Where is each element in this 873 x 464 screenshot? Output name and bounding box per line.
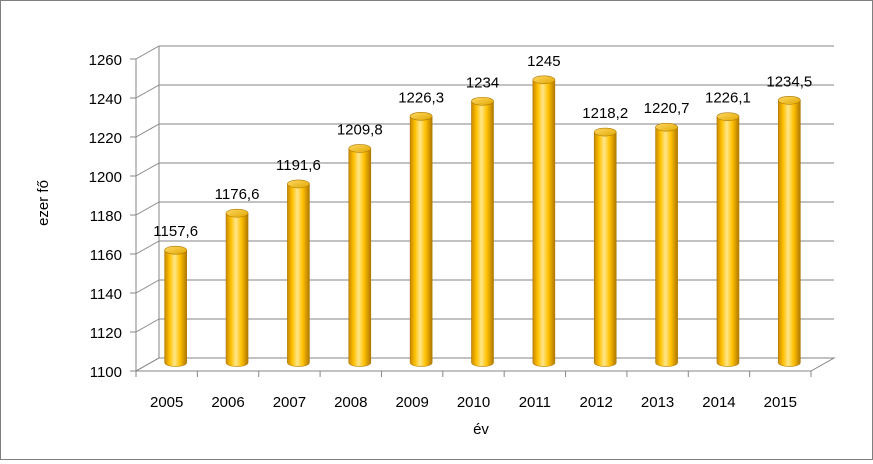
x-tick-label: 2010 — [457, 394, 490, 411]
gridline-side — [135, 240, 160, 255]
data-label: 1191,6 — [276, 157, 321, 174]
axis-layer: 1100 1120 1140 1160 1180 1200 1220 1240 1260 2005… — [89, 52, 812, 411]
y-tick-label: 1240 — [89, 91, 122, 108]
bar-cap — [593, 127, 617, 137]
gridline-side — [135, 84, 160, 99]
data-label: 1234,5 — [766, 73, 812, 90]
y-tick-label: 1200 — [89, 169, 122, 186]
gridline-side — [135, 162, 160, 177]
bar-cap — [778, 95, 801, 105]
bar-cap — [532, 75, 556, 85]
bar-body — [225, 212, 249, 367]
data-label: 1226,1 — [705, 90, 751, 107]
y-tick-label: 1140 — [90, 286, 122, 303]
x-axis-title: év — [473, 421, 489, 438]
x-tick-label: 2014 — [702, 394, 735, 411]
bars-layer — [164, 75, 801, 367]
bar-body — [655, 126, 678, 367]
bar-cap — [716, 112, 740, 121]
bar — [716, 112, 740, 367]
data-label: 1245 — [527, 53, 560, 70]
x-tick-label: 2013 — [641, 394, 674, 411]
bar-cap — [471, 96, 494, 106]
bar-cap — [348, 144, 372, 153]
bar-body — [348, 148, 372, 367]
x-tick-label: 2009 — [395, 394, 428, 411]
bar-body — [287, 183, 310, 367]
bar — [287, 179, 310, 367]
bar — [164, 245, 187, 367]
data-label: 1220,7 — [644, 100, 690, 117]
bar — [593, 127, 617, 367]
bar-body — [532, 79, 556, 367]
data-label: 1209,8 — [337, 121, 383, 138]
y-axis-title: ezer fő — [35, 180, 52, 226]
x-tick-label: 2015 — [764, 394, 797, 411]
data-label: 1157,6 — [153, 223, 198, 240]
y-tick-label: 1160 — [90, 247, 122, 264]
bar-body — [778, 99, 801, 367]
x-tick-label: 2006 — [211, 394, 244, 411]
x-tick-label: 2005 — [150, 394, 183, 411]
bar — [409, 111, 433, 367]
gridline-side — [135, 123, 160, 138]
y-tick-label: 1120 — [90, 325, 122, 342]
gridline-side — [135, 318, 160, 333]
labels-layer: 1157,6 1176,6 1191,6 1209,8 1226,3 1234 1245 12… — [153, 53, 812, 240]
gridline-side — [135, 201, 160, 216]
gridline-side — [135, 279, 160, 294]
data-label: 1226,3 — [398, 89, 444, 106]
floor — [134, 357, 836, 372]
bar — [778, 95, 801, 367]
bar-cap — [164, 245, 187, 255]
data-label: 1234 — [466, 74, 499, 91]
x-tick-label: 2007 — [273, 394, 306, 411]
bar-body — [164, 249, 187, 367]
bar-cap — [225, 208, 249, 218]
x-tick-label: 2008 — [334, 394, 367, 411]
y-tick-label: 1100 — [90, 364, 122, 381]
bar-body — [593, 131, 617, 367]
data-label: 1218,2 — [582, 105, 628, 122]
bar — [655, 122, 678, 367]
y-tick-label: 1180 — [90, 208, 122, 225]
x-tick-label: 2012 — [580, 394, 613, 411]
data-label: 1176,6 — [215, 186, 260, 203]
bar-cap — [409, 111, 433, 121]
bar-cap — [287, 179, 310, 189]
bar-body — [716, 116, 740, 367]
bar — [225, 208, 249, 367]
bar — [471, 96, 494, 367]
bar-body — [409, 115, 433, 367]
bar-cap — [655, 122, 678, 132]
bar-body — [471, 100, 494, 367]
bar — [348, 144, 372, 367]
y-tick-label: 1220 — [89, 130, 122, 147]
y-tick-label: 1260 — [89, 52, 122, 69]
x-tick-label: 2011 — [519, 394, 551, 411]
gridline-side — [135, 45, 160, 60]
bar — [532, 75, 556, 367]
